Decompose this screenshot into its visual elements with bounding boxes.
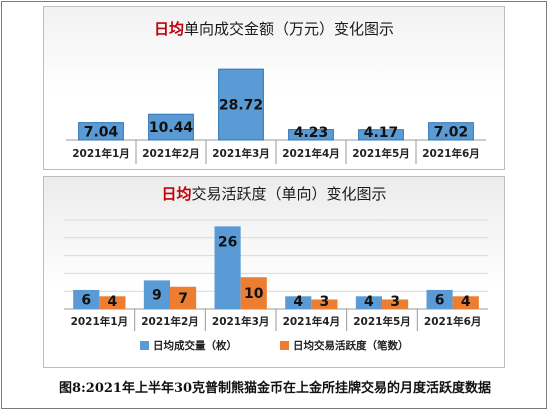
chart-amount-title-rest: 单向成交金额（万元）变化图示: [184, 20, 395, 38]
chart-activity-title-highlight: 日均: [161, 185, 192, 203]
x-tick-label: 2021年5月: [353, 315, 411, 328]
bar-amount: [428, 122, 474, 141]
data-label-amount: 4.17: [364, 125, 399, 141]
data-label-volume: 4: [364, 294, 374, 310]
bar-amount: [148, 113, 194, 141]
chart-activity-panel: 日均交易活跃度（单向）变化图示 6 4 2021年1月 9 7 2021年2月 26 10 20…: [43, 176, 505, 368]
data-label-activity: 7: [178, 291, 188, 307]
bar-amount: [218, 68, 264, 141]
data-label-volume: 4: [293, 294, 303, 310]
bar-volume: [426, 289, 453, 309]
data-label-amount: 28.72: [219, 98, 263, 114]
bar-activity: [311, 299, 338, 309]
x-tick-label: 2021年4月: [282, 147, 340, 160]
bar-volume: [214, 226, 241, 309]
data-label-amount: 4.23: [294, 125, 329, 141]
legend-label: 日均交易活跃度（笔数）: [293, 339, 409, 352]
bar-volume: [143, 280, 170, 309]
data-label-volume: 9: [152, 288, 162, 304]
x-tick-label: 2021年3月: [212, 315, 270, 328]
x-tick-label: 2021年2月: [141, 315, 199, 328]
data-label-amount: 7.02: [434, 124, 469, 140]
data-label-amount: 7.04: [84, 124, 119, 140]
bar-activity: [99, 296, 126, 309]
bar-volume: [355, 296, 382, 309]
data-label-activity: 3: [390, 294, 400, 310]
bar-amount: [78, 122, 124, 141]
data-label-activity: 4: [108, 294, 118, 310]
bar-amount: [358, 129, 404, 141]
legend-swatch: [140, 341, 149, 350]
figure-caption: 图8:2021年上半年30克普制熊猫金币在上金所挂牌交易的月度活跃度数据: [58, 381, 492, 396]
data-label-activity: 3: [320, 294, 330, 310]
chart-amount-title-highlight: 日均: [153, 20, 184, 38]
x-tick-label: 2021年6月: [424, 315, 482, 328]
data-label-volume: 26: [218, 234, 237, 250]
bar-volume: [73, 289, 100, 309]
chart-activity-title: 日均交易活跃度（单向）变化图示: [44, 183, 504, 204]
bar-activity: [170, 286, 197, 309]
x-tick-label: 2021年1月: [71, 315, 129, 328]
bar-activity: [240, 277, 267, 309]
chart-amount-title: 日均单向成交金额（万元）变化图示: [44, 18, 504, 39]
data-label-volume: 6: [435, 292, 445, 308]
chart-amount-svg: 7.04 2021年1月 10.44 2021年2月 28.72 2021年3月 4.23 2…: [66, 68, 486, 164]
legend-swatch: [280, 341, 289, 350]
data-label-amount: 10.44: [149, 120, 194, 136]
data-label-volume: 6: [81, 292, 91, 308]
bar-volume: [285, 296, 312, 309]
legend-label: 日均成交量（枚）: [153, 339, 237, 352]
x-tick-label: 2021年3月: [212, 147, 270, 160]
x-tick-label: 2021年6月: [422, 147, 480, 160]
bar-activity: [452, 296, 479, 309]
chart-amount-panel: 日均单向成交金额（万元）变化图示 7.04 2021年1月 10.44 2021年2月…: [43, 6, 505, 170]
chart-activity-title-rest: 交易活跃度（单向）变化图示: [191, 185, 387, 203]
data-label-activity: 4: [461, 294, 471, 310]
x-tick-label: 2021年5月: [352, 147, 410, 160]
bar-activity: [382, 299, 409, 309]
bar-amount: [288, 129, 334, 141]
x-tick-label: 2021年4月: [283, 315, 341, 328]
x-tick-label: 2021年2月: [142, 147, 200, 160]
data-label-activity: 10: [244, 286, 264, 302]
x-tick-label: 2021年1月: [72, 147, 130, 160]
